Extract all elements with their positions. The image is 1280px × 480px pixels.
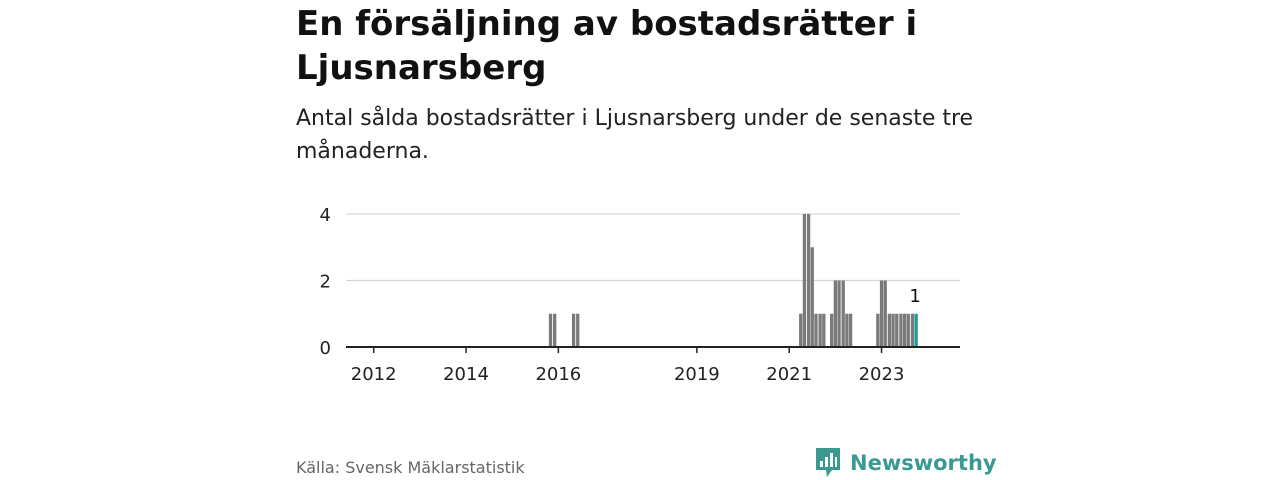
bar — [802, 214, 807, 347]
bar — [553, 313, 557, 347]
source-note: Källa: Svensk Mäklarstatistik — [296, 458, 525, 477]
bar — [548, 313, 553, 347]
labels: 0 2 4 2012 2014 2016 2019 2021 2023 1 — [320, 205, 921, 385]
newsworthy-logo-icon — [816, 448, 840, 477]
x-tick-label: 2019 — [674, 364, 720, 385]
bar — [891, 313, 895, 347]
x-tick-label: 2012 — [351, 364, 397, 385]
bar — [841, 280, 845, 347]
bar — [906, 313, 910, 347]
x-tick-label: 2021 — [766, 364, 812, 385]
bar — [883, 280, 887, 347]
bar — [799, 313, 803, 347]
bar — [910, 313, 915, 347]
bar — [571, 313, 576, 347]
bar — [814, 313, 818, 347]
bar — [845, 313, 849, 347]
bar — [879, 280, 884, 347]
y-tick-label: 4 — [320, 205, 331, 226]
bar — [806, 214, 811, 347]
data-label-last: 1 — [909, 286, 920, 307]
bar — [848, 313, 853, 347]
bar — [576, 313, 580, 347]
chart-subtitle: Antal sålda bostadsrätter i Ljusnarsberg… — [296, 106, 974, 164]
chart-title: En försäljning av bostadsrätter i Ljusna… — [296, 4, 918, 88]
bar — [822, 313, 826, 347]
bar — [830, 313, 834, 347]
bar — [833, 280, 837, 347]
bar — [895, 313, 899, 347]
bar — [902, 313, 907, 347]
newsworthy-logo[interactable]: Newsworthy — [814, 446, 997, 480]
bar — [899, 313, 903, 347]
bars — [548, 214, 918, 347]
bar — [887, 313, 892, 347]
y-tick-label: 0 — [320, 338, 331, 359]
x-tick-label: 2023 — [859, 364, 905, 385]
bar — [876, 313, 880, 347]
x-tick-label: 2014 — [443, 364, 489, 385]
brand-name: Newsworthy — [850, 451, 997, 475]
x-tick-label: 2016 — [535, 364, 581, 385]
bar — [810, 247, 814, 347]
bar — [818, 313, 822, 347]
y-tick-label: 2 — [320, 272, 331, 293]
gridlines — [346, 213, 960, 282]
bar — [837, 280, 841, 347]
axes — [346, 346, 960, 353]
bar-highlight — [914, 313, 918, 347]
